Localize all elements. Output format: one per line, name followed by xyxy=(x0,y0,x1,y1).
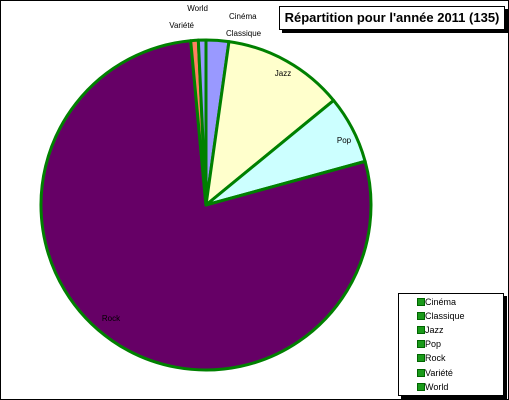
pie-slice-world xyxy=(196,38,208,207)
legend: Cinéma Classique Jazz Pop Rock Variété W… xyxy=(398,293,504,396)
legend-item-rock: Rock xyxy=(417,352,446,364)
slice-label-jazz: Jazz xyxy=(275,69,291,78)
slice-label-classique: Classique xyxy=(226,29,262,38)
legend-swatch xyxy=(417,369,425,377)
legend-label: World xyxy=(425,382,449,392)
legend-swatch xyxy=(417,298,425,306)
slice-label-cinema: Cinéma xyxy=(229,12,257,21)
legend-item-cinema: Cinéma xyxy=(417,296,457,308)
pie-slice-labels: Cinéma Classique Jazz Pop Rock Variété World xyxy=(102,4,352,323)
legend-swatch xyxy=(417,326,425,334)
legend-label: Rock xyxy=(425,353,446,363)
legend-swatch xyxy=(417,340,425,348)
legend-label: Classique xyxy=(425,311,465,321)
pie-slices xyxy=(39,38,373,372)
legend-label: Variété xyxy=(425,368,453,378)
slice-label-pop: Pop xyxy=(337,136,352,145)
slice-label-variete: Variété xyxy=(169,21,194,30)
legend-item-classique: Classique xyxy=(417,310,465,322)
legend-label: Cinéma xyxy=(425,297,457,307)
legend-swatch xyxy=(417,312,425,320)
legend-item-variete: Variété xyxy=(417,367,453,379)
pie-slice-jazz xyxy=(204,40,336,207)
legend-item-jazz: Jazz xyxy=(417,324,444,336)
legend-swatch xyxy=(417,383,425,391)
slice-label-world: World xyxy=(187,4,208,13)
legend-item-pop: Pop xyxy=(417,338,442,350)
slice-label-rock: Rock xyxy=(102,314,121,323)
legend-label: Jazz xyxy=(425,325,444,335)
legend-label: Pop xyxy=(425,339,442,349)
legend-swatch xyxy=(417,354,425,362)
chart-title: Répartition pour l'année 2011 (135) xyxy=(279,6,505,30)
legend-item-world: World xyxy=(417,381,449,393)
